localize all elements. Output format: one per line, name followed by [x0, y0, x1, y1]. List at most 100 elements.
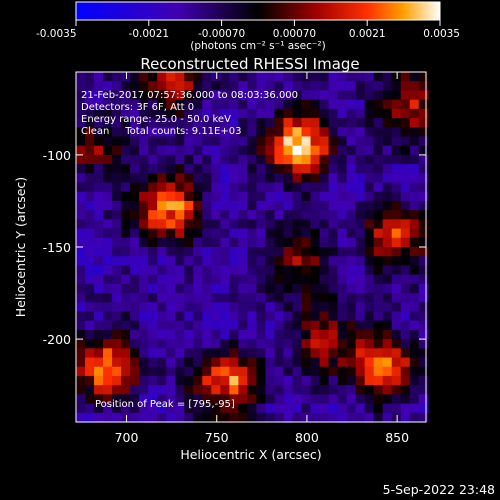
heatmap-cell — [139, 136, 149, 147]
heatmap-cell — [283, 302, 294, 313]
heatmap-cell — [157, 136, 167, 147]
heatmap-cell — [274, 283, 285, 294]
heatmap-cell — [364, 173, 375, 184]
heatmap-cell — [220, 210, 230, 220]
heatmap-cell — [148, 90, 158, 101]
heatmap-cell — [265, 90, 276, 101]
heatmap-cell — [94, 412, 104, 423]
heatmap-cell — [103, 173, 113, 184]
heatmap-cell — [391, 320, 402, 331]
heatmap-cell — [391, 210, 402, 220]
heatmap-cell — [184, 99, 194, 110]
heatmap-cell — [76, 136, 86, 147]
heatmap-cell — [364, 200, 375, 211]
heatmap-cell — [364, 108, 375, 119]
heatmap-cell — [391, 412, 402, 423]
heatmap-cell — [184, 182, 194, 193]
heatmap-cell — [364, 394, 375, 405]
heatmap-cell — [355, 237, 366, 248]
heatmap-cell — [139, 256, 149, 267]
heatmap-cell — [319, 127, 330, 138]
heatmap-cell — [238, 118, 248, 128]
heatmap-cell — [121, 320, 131, 331]
heatmap-cell — [328, 265, 339, 276]
heatmap-cell — [274, 191, 285, 202]
heatmap-cell — [130, 191, 140, 202]
heatmap-cell — [310, 90, 321, 101]
heatmap-cell — [391, 182, 402, 193]
heatmap-cell — [265, 145, 276, 156]
heatmap-cell — [328, 385, 339, 395]
heatmap-cell — [319, 403, 330, 414]
heatmap-cell — [103, 200, 113, 211]
heatmap-cell — [337, 237, 348, 248]
heatmap-cell — [418, 210, 429, 220]
heatmap-cell — [400, 357, 411, 368]
heatmap-cell — [76, 348, 86, 359]
heatmap-cell — [175, 118, 185, 128]
heatmap-cell — [193, 339, 203, 349]
heatmap-cell — [355, 247, 366, 257]
heatmap-cell — [292, 311, 303, 322]
heatmap-cell — [85, 164, 95, 174]
heatmap-cell — [328, 329, 339, 340]
heatmap-cell — [166, 164, 176, 174]
heatmap-cell — [247, 173, 258, 184]
heatmap-cell — [76, 145, 86, 156]
heatmap-cell — [211, 99, 221, 110]
heatmap-cell — [157, 339, 167, 349]
heatmap-cell — [310, 108, 321, 119]
heatmap-cell — [76, 265, 86, 276]
heatmap-cell — [76, 412, 86, 423]
heatmap-cell — [409, 366, 420, 377]
heatmap-cell — [85, 118, 95, 128]
heatmap-cell — [346, 320, 357, 331]
heatmap-cell — [373, 302, 384, 313]
heatmap-cell — [418, 283, 429, 294]
heatmap-cell — [274, 385, 285, 395]
heatmap-cell — [409, 127, 420, 138]
heatmap-cell — [148, 108, 158, 119]
heatmap-cell — [202, 394, 212, 405]
heatmap-cell — [400, 256, 411, 267]
heatmap-cell — [364, 145, 375, 156]
heatmap-cell — [94, 283, 104, 294]
heatmap-cell — [364, 164, 375, 174]
heatmap-cell — [103, 357, 113, 368]
heatmap-cell — [310, 357, 321, 368]
heatmap-cell — [391, 191, 402, 202]
heatmap-cell — [256, 145, 267, 156]
heatmap-cell — [292, 127, 303, 138]
heatmap-cell — [256, 127, 267, 138]
heatmap-cell — [175, 237, 185, 248]
heatmap-cell — [139, 320, 149, 331]
heatmap-cell — [328, 99, 339, 110]
heatmap-cell — [76, 81, 86, 92]
heatmap-cell — [355, 375, 366, 386]
heatmap-cell — [193, 127, 203, 138]
heatmap-cell — [382, 191, 393, 202]
heatmap-cell — [76, 99, 86, 110]
heatmap-cell — [346, 329, 357, 340]
heatmap-cell — [157, 265, 167, 276]
heatmap-cell — [121, 108, 131, 119]
heatmap-cell — [391, 357, 402, 368]
heatmap-cell — [373, 366, 384, 377]
heatmap-cell — [418, 339, 429, 349]
heatmap-cell — [247, 403, 258, 414]
heatmap-cell — [247, 283, 258, 294]
heatmap-cell — [292, 219, 303, 230]
heatmap-cell — [346, 256, 357, 267]
heatmap-cell — [274, 274, 285, 285]
heatmap-cell — [382, 320, 393, 331]
heatmap-cell — [355, 182, 366, 193]
heatmap-cell — [328, 339, 339, 349]
heatmap-cell — [328, 311, 339, 322]
heatmap-cell — [265, 366, 276, 377]
heatmap-cell — [319, 375, 330, 386]
heatmap-cell — [139, 329, 149, 340]
heatmap-cell — [112, 173, 122, 184]
heatmap-cell — [346, 237, 357, 248]
heatmap-cell — [364, 412, 375, 423]
heatmap-cell — [103, 329, 113, 340]
